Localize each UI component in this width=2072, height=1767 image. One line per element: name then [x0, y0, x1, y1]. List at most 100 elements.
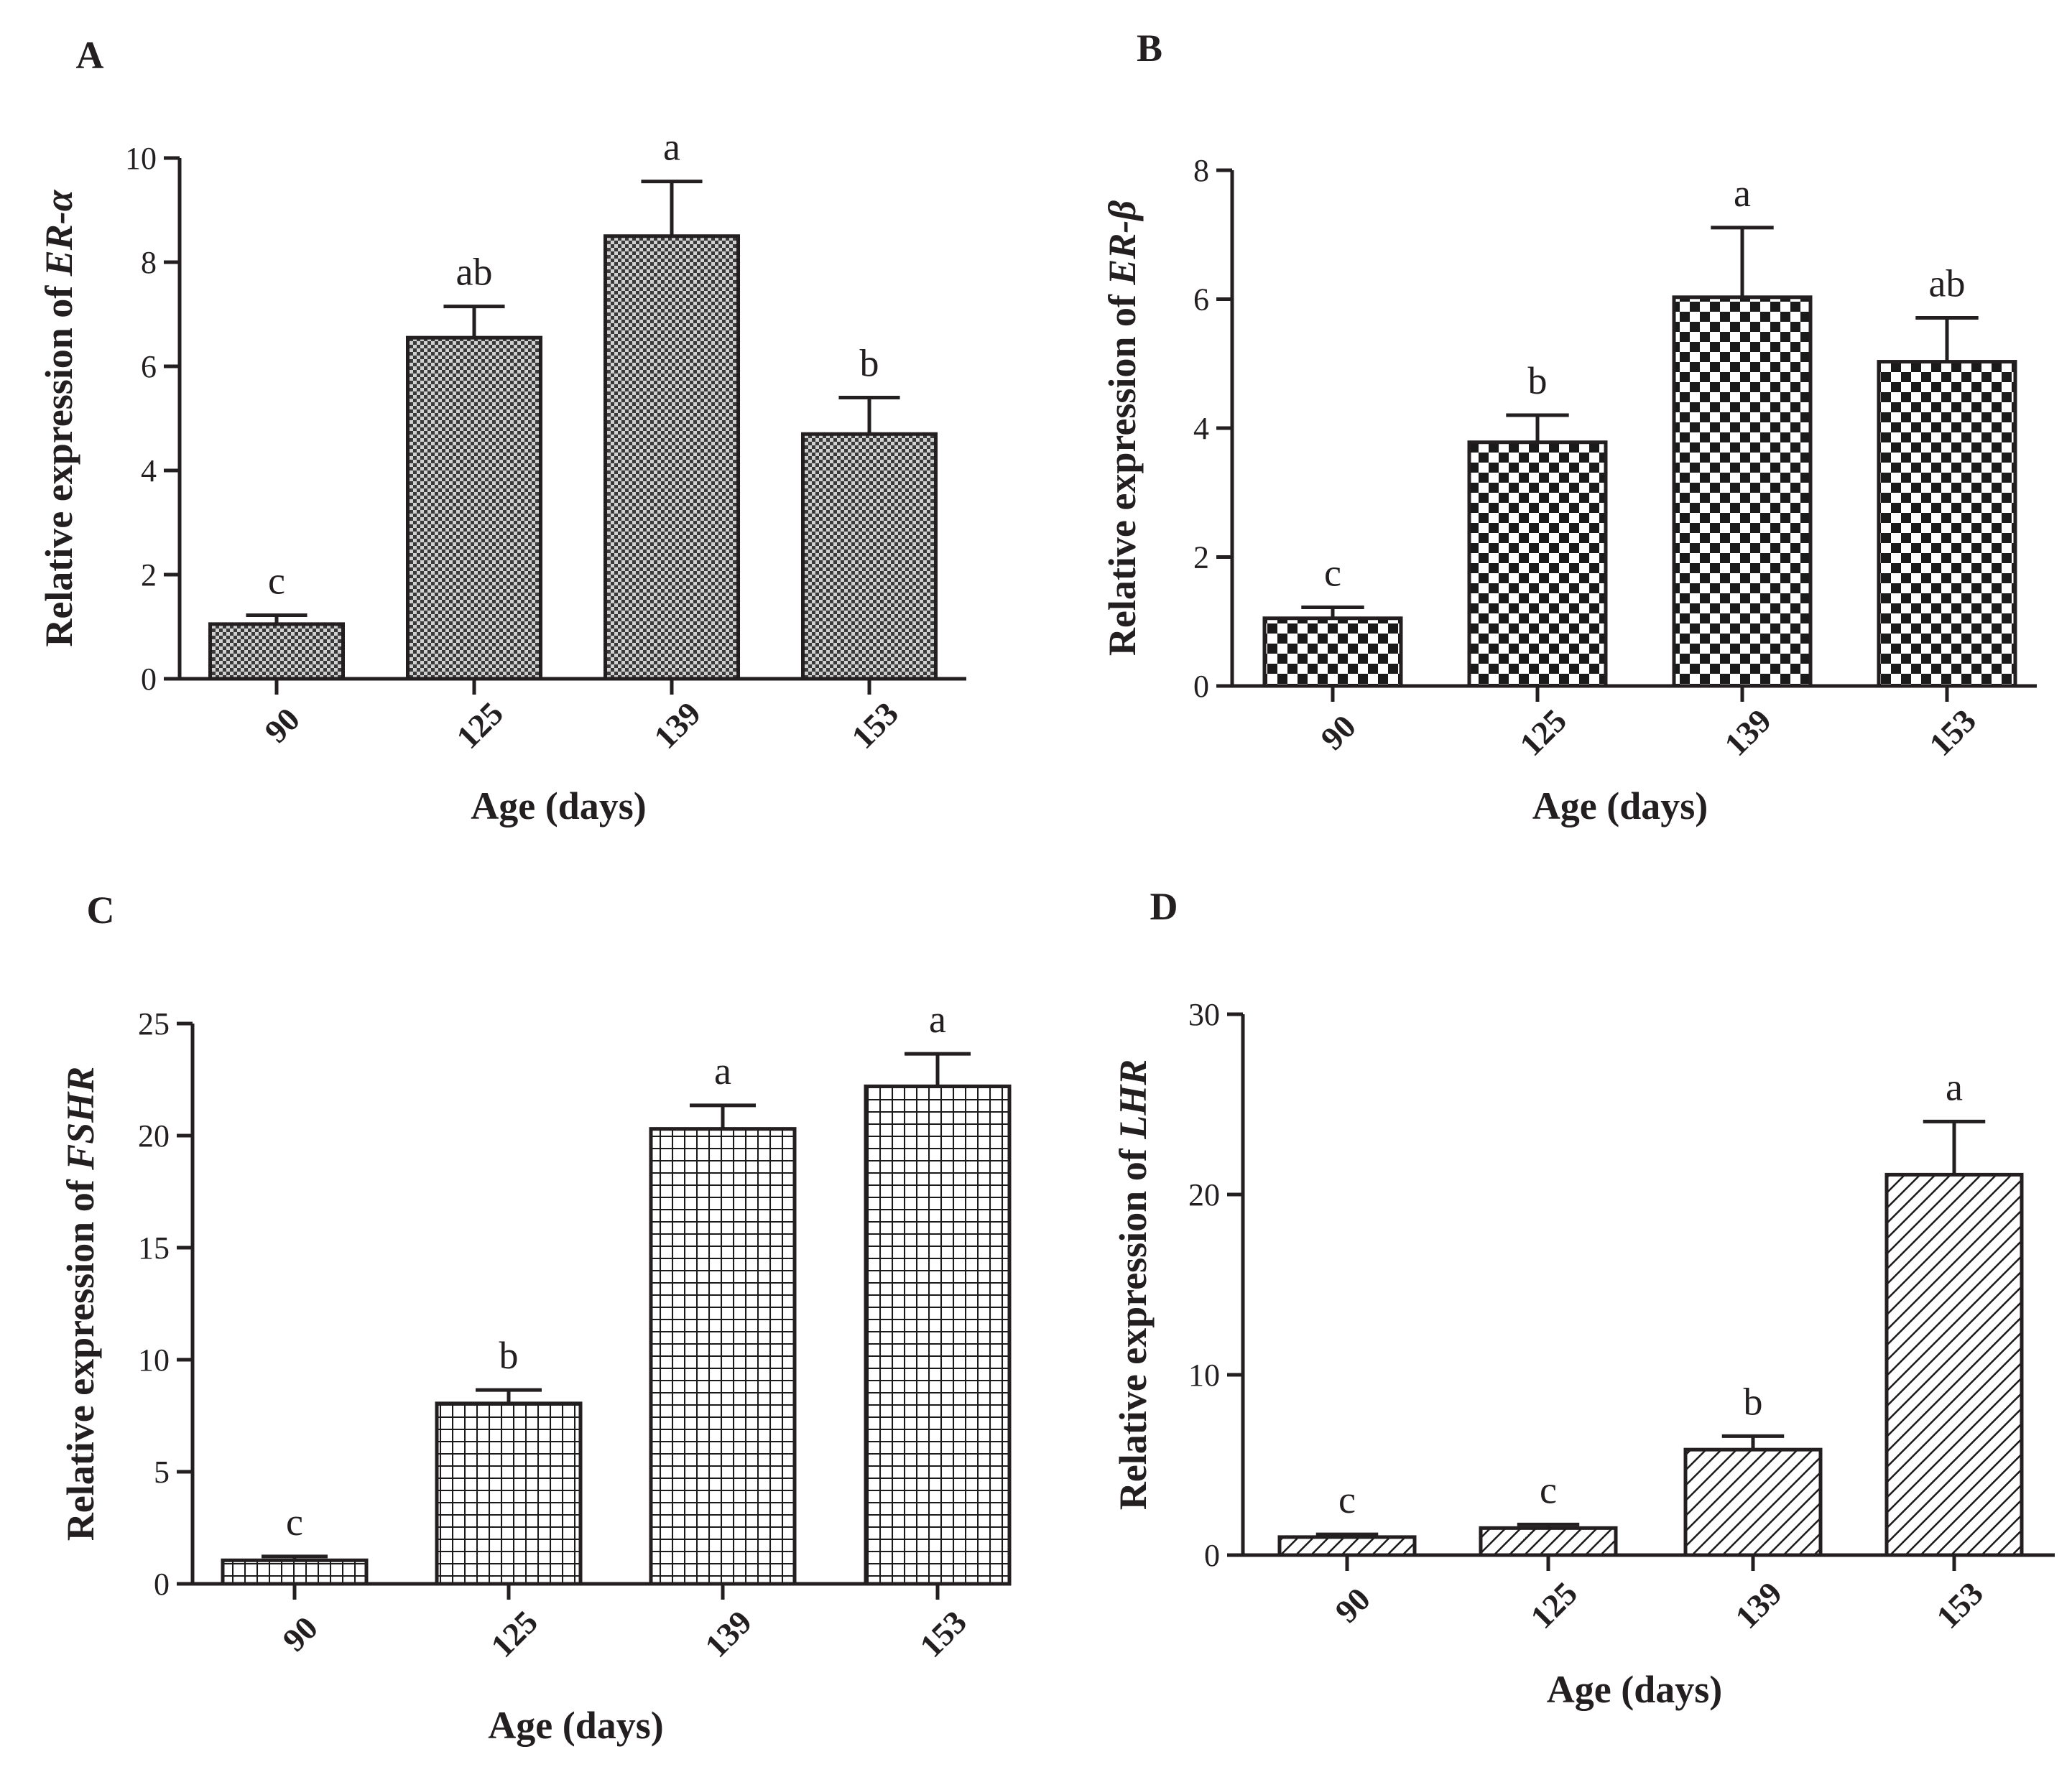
significance-label: ab [456, 251, 493, 294]
bar [1672, 295, 1813, 688]
error-bar [641, 180, 703, 236]
y-axis-title-gene: LHR [1111, 1059, 1155, 1140]
significance-label: a [1946, 1065, 1963, 1108]
significance-label: c [1324, 552, 1341, 595]
x-tick-label: 153 [912, 1603, 973, 1664]
y-axis-title: Relative expression of LHR [1111, 1059, 1155, 1510]
x-axis-title: Age (days) [471, 784, 646, 827]
error-bar [1721, 1434, 1785, 1450]
panel-letter: C [87, 889, 115, 932]
y-tick-label: 6 [1193, 282, 1209, 317]
bar [1884, 1172, 2024, 1557]
significance-label: ab [1929, 262, 1966, 305]
bar [801, 432, 938, 681]
x-axis-title: Age (days) [1547, 1668, 1722, 1711]
bar [1277, 1535, 1417, 1557]
significance-label: b [499, 1334, 519, 1377]
x-tick-label: 125 [484, 1603, 545, 1664]
error-bar [838, 396, 900, 435]
bar [221, 1558, 369, 1586]
x-tick-label: 125 [1512, 702, 1573, 763]
bar [1683, 1447, 1823, 1557]
y-tick-label: 0 [1204, 1538, 1220, 1573]
x-axis-title: Age (days) [488, 1704, 663, 1747]
x-tick-label: 90 [1313, 708, 1363, 757]
panel-b: Bc b a ab 0 2 4 6 8 90 125 139 153 Age (days) Relative… [1101, 27, 2037, 827]
x-tick-label: 125 [449, 695, 510, 756]
error-bar [1923, 1119, 1986, 1175]
y-tick-label: 30 [1188, 997, 1220, 1032]
panel-letter: D [1150, 885, 1178, 928]
error-bar [1915, 316, 1979, 362]
panel-letter: B [1137, 27, 1162, 70]
significance-label: a [929, 998, 946, 1041]
significance-label: b [1528, 359, 1548, 402]
y-axis-title-gene: ER-α [37, 189, 80, 277]
bar [208, 622, 345, 681]
y-axis-title: Relative expression of ER-α [37, 189, 80, 646]
x-tick-label: 139 [698, 1603, 759, 1664]
bar [649, 1127, 797, 1586]
y-tick-label: 0 [154, 1567, 170, 1602]
significance-label: a [1734, 172, 1751, 215]
bar [603, 234, 740, 681]
y-tick-label: 0 [1193, 669, 1209, 704]
y-axis-title-prefix: Relative expression of [1111, 1139, 1155, 1510]
significance-label: c [286, 1501, 303, 1544]
y-axis-title-gene: ER-β [1101, 200, 1144, 286]
y-tick-label: 8 [1193, 153, 1209, 188]
error-bar [905, 1052, 971, 1087]
y-tick-label: 15 [138, 1230, 170, 1266]
bar [1877, 360, 2017, 688]
y-tick-label: 10 [125, 141, 157, 176]
significance-label: b [860, 342, 879, 385]
y-tick-label: 2 [1193, 540, 1209, 575]
y-tick-label: 20 [1188, 1177, 1220, 1212]
error-bar [690, 1103, 756, 1129]
bar [1262, 616, 1403, 688]
y-tick-label: 6 [141, 349, 157, 384]
y-tick-label: 2 [141, 557, 157, 593]
significance-label: a [714, 1049, 731, 1093]
bar [406, 335, 542, 681]
y-tick-label: 5 [154, 1455, 170, 1490]
y-axis-title-gene: FSHR [59, 1067, 102, 1171]
x-tick-label: 90 [257, 700, 307, 750]
significance-label: c [1540, 1468, 1557, 1511]
x-tick-label: 139 [1728, 1574, 1789, 1636]
y-axis-title-prefix: Relative expression of [37, 276, 80, 646]
y-tick-label: 25 [138, 1006, 170, 1042]
x-tick-label: 139 [1717, 702, 1778, 763]
y-tick-label: 10 [1188, 1358, 1220, 1393]
y-tick-label: 4 [141, 453, 157, 488]
significance-label: c [1338, 1478, 1356, 1521]
x-tick-label: 153 [844, 695, 905, 756]
bar [1479, 1526, 1618, 1557]
panel-c: Cc b a a 0 5 10 15 20 25 90 125 139 153 Age (days) Rela… [59, 889, 1012, 1747]
y-tick-label: 10 [138, 1342, 170, 1378]
x-tick-label: 153 [1929, 1574, 1990, 1636]
error-bar [1506, 413, 1569, 442]
y-tick-label: 8 [141, 245, 157, 280]
y-tick-label: 0 [141, 662, 157, 697]
x-tick-label: 125 [1523, 1574, 1584, 1636]
panel-d: Dc c b a 0 10 20 30 90 125 139 153 Age (days) Relativ… [1111, 885, 2055, 1711]
error-bar [1301, 606, 1364, 618]
error-bar [476, 1388, 542, 1404]
y-axis-title-prefix: Relative expression of [1101, 285, 1144, 656]
significance-label: b [1744, 1380, 1763, 1423]
error-bar [443, 305, 505, 338]
significance-label: c [268, 560, 285, 603]
y-axis-title-prefix: Relative expression of [59, 1170, 102, 1541]
y-axis-title: Relative expression of ER-β [1101, 200, 1144, 656]
x-axis-title: Age (days) [1532, 784, 1708, 827]
x-tick-label: 153 [1922, 702, 1983, 763]
significance-label: a [663, 126, 680, 169]
x-tick-label: 90 [1328, 1580, 1377, 1630]
bar [1467, 440, 1608, 688]
y-tick-label: 20 [138, 1118, 170, 1154]
x-tick-label: 90 [275, 1609, 325, 1659]
bar [864, 1084, 1012, 1586]
